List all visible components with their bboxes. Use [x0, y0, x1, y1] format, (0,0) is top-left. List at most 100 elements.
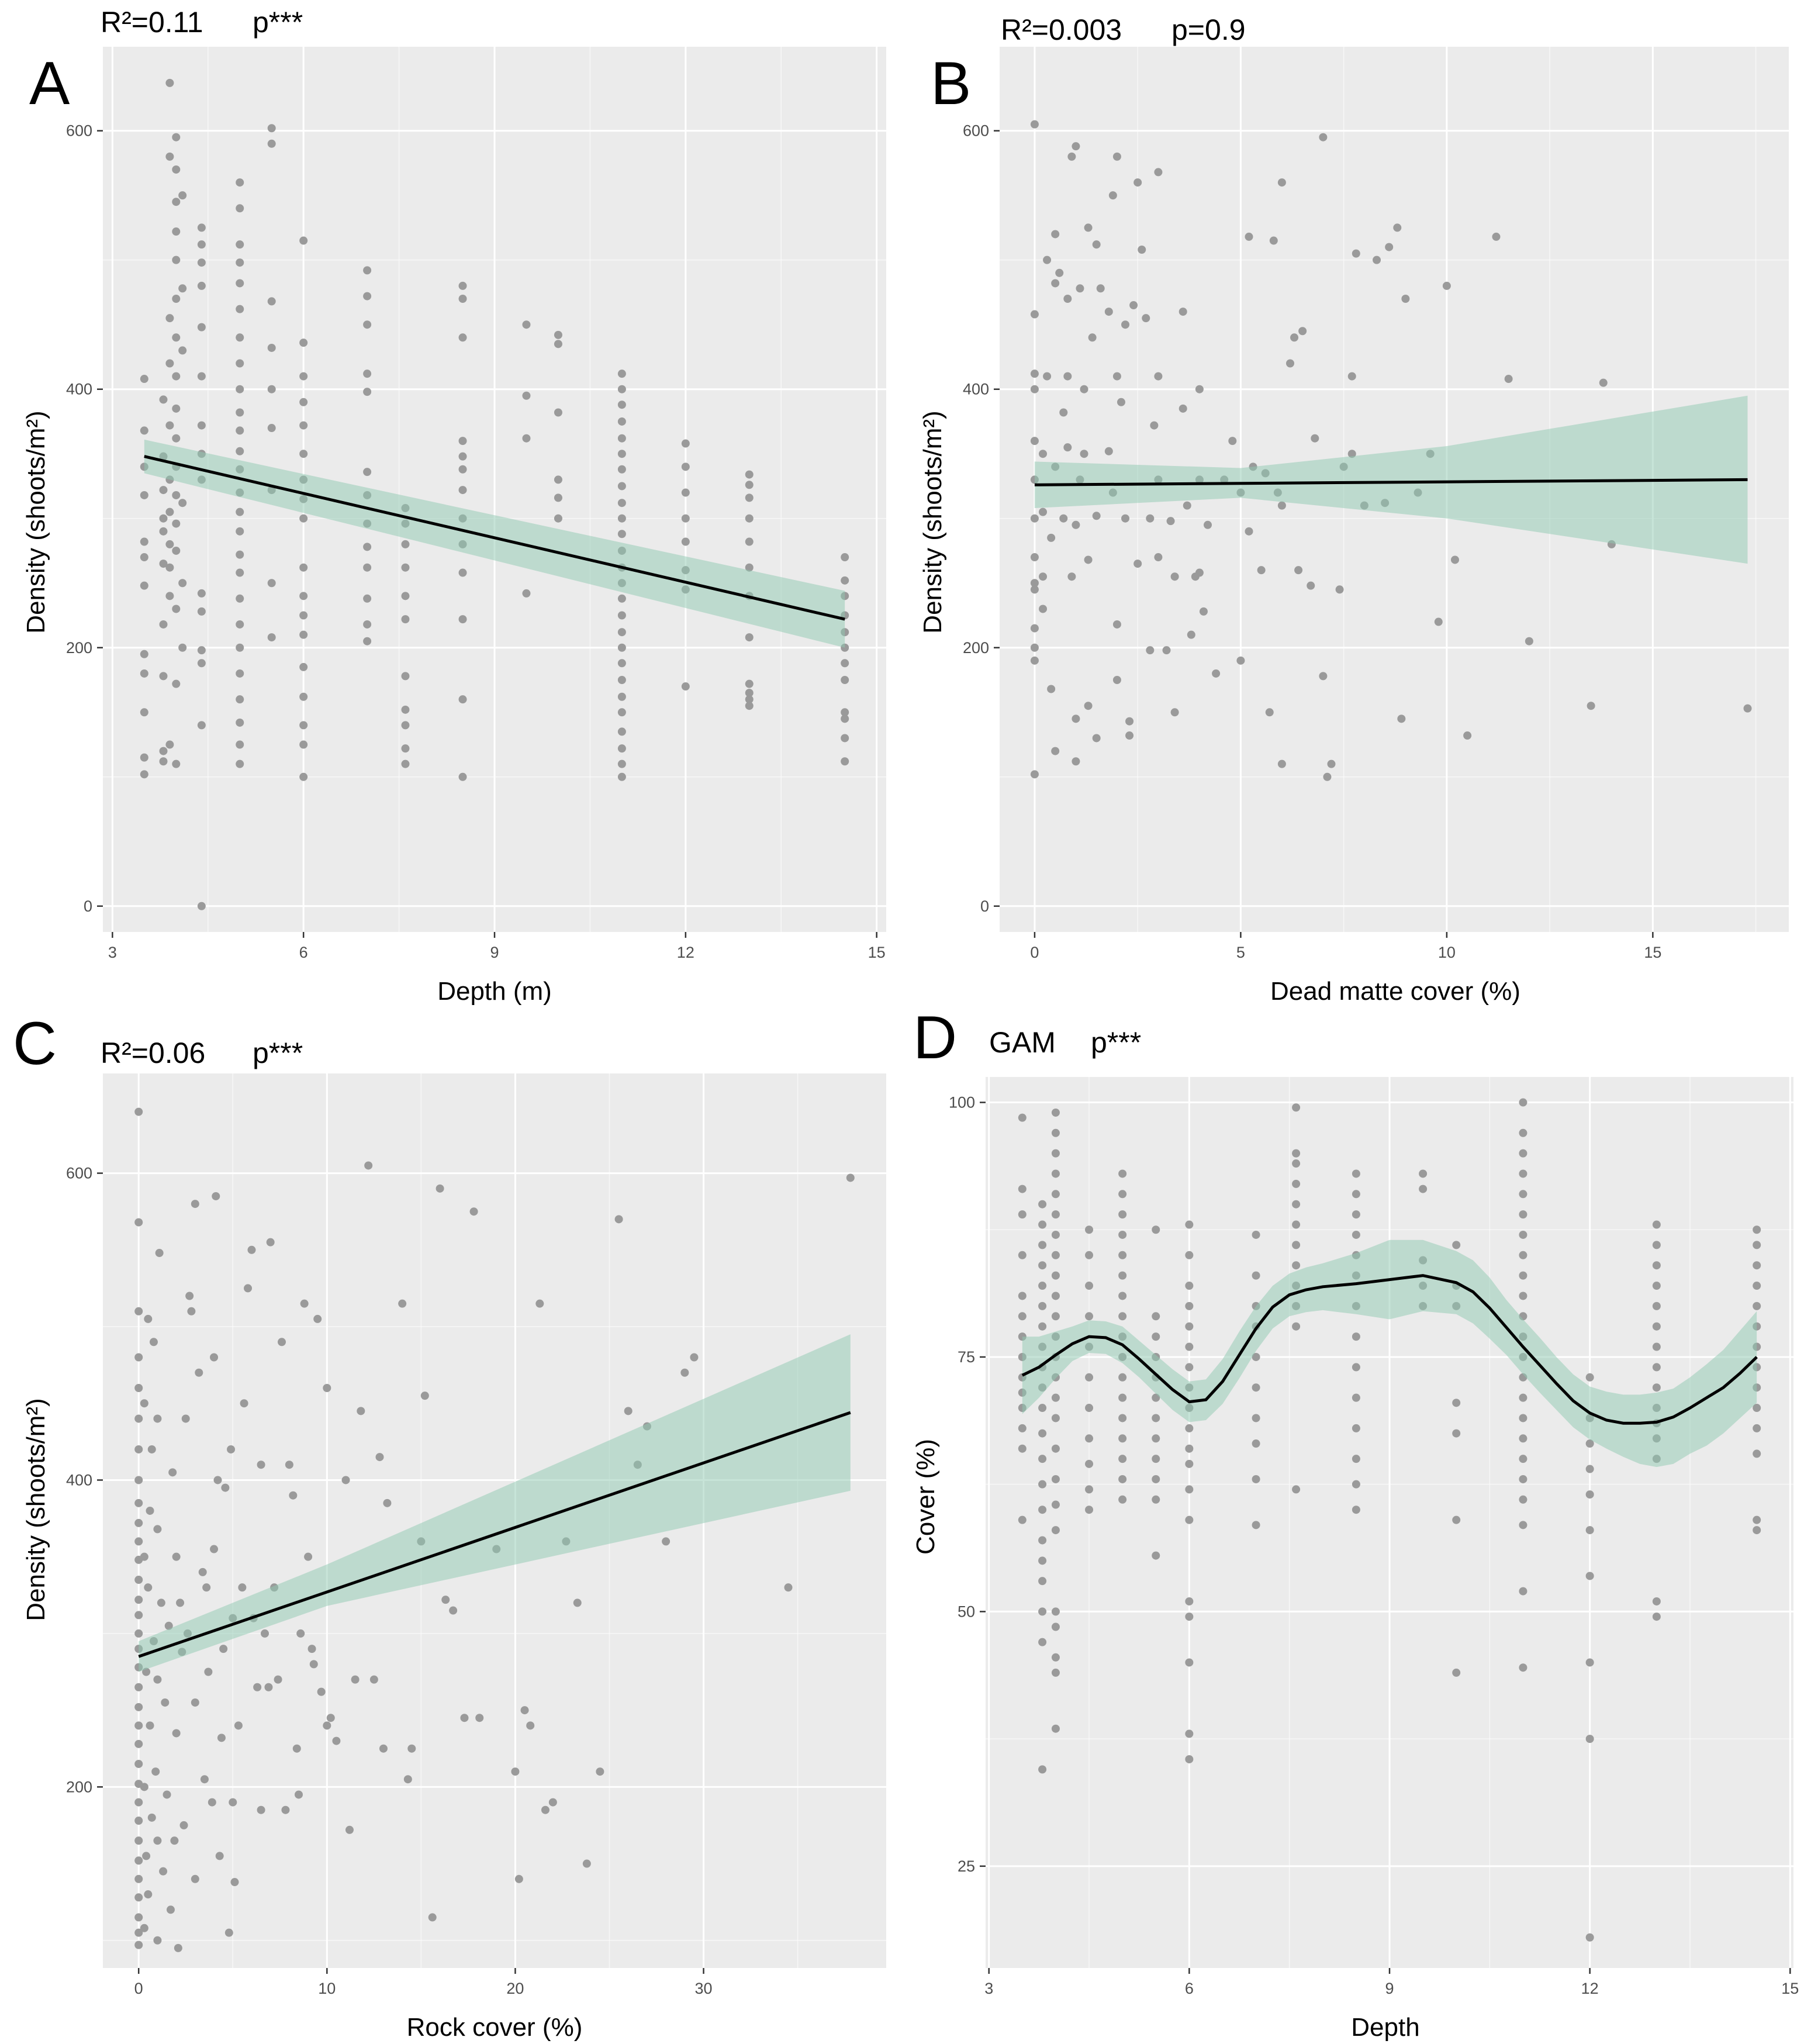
panel-b-data-point [1257, 566, 1266, 575]
panel-d-data-point [1352, 1210, 1360, 1219]
panel-a-data-point [681, 682, 690, 691]
panel-a-data-point [159, 486, 168, 495]
panel-a-data-point [401, 563, 410, 572]
panel-a-data-point [401, 540, 410, 548]
panel-a-data-point [401, 672, 410, 681]
panel-a-data-point [140, 753, 148, 762]
panel-b-data-point [1463, 731, 1472, 740]
panel-c-data-point [172, 1552, 181, 1561]
panel-d-data-point [1519, 1098, 1527, 1107]
panel-b-ytick-label: 400 [963, 381, 989, 398]
panel-d-data-point [1585, 1526, 1594, 1535]
panel-b-data-point [1030, 514, 1039, 523]
panel-b-data-point [1104, 308, 1113, 316]
panel-d-data-point [1118, 1210, 1127, 1219]
panel-b-data-point [1265, 708, 1274, 717]
panel-b-data-point [1285, 359, 1294, 368]
panel-c-p: p*** [253, 1037, 303, 1069]
panel-a-data-point [363, 266, 372, 275]
panel-d-data-point [1152, 1312, 1160, 1321]
panel-d-data-point [1519, 1495, 1527, 1504]
panel-b-data-point [1179, 308, 1187, 316]
panel-c-data-point [168, 1468, 177, 1477]
panel-d-data-point [1038, 1301, 1047, 1310]
panel-a-data-point [363, 620, 372, 629]
panel-b-data-point [1067, 152, 1076, 161]
panel-c-data-point [140, 1783, 148, 1791]
panel-a-data-point [236, 550, 244, 559]
panel-a-data-point [681, 514, 690, 523]
panel-a-data-point [617, 417, 626, 426]
panel-a-data-point [617, 434, 626, 443]
panel-b-data-point [1112, 152, 1121, 161]
panel-b-data-point [1096, 284, 1105, 293]
panel-c-data-point [332, 1736, 341, 1745]
panel-a-data-point [745, 493, 754, 502]
panel-d-data-point [1051, 1444, 1060, 1453]
panel-d-data-point [1753, 1301, 1761, 1310]
panel-a-data-point [617, 611, 626, 620]
panel-b-data-point [1112, 372, 1121, 381]
panel-a-data-point [172, 759, 181, 768]
panel-a-ytick-label: 0 [84, 897, 92, 915]
panel-c-data-point [317, 1687, 326, 1696]
panel-a-data-point [681, 439, 690, 448]
panel-c-data-point [289, 1491, 298, 1500]
panel-b-data-point [1030, 370, 1039, 378]
panel-a-data-point [236, 669, 244, 678]
panel-d-data-point [1292, 1179, 1301, 1188]
panel-b-data-point [1743, 704, 1752, 713]
panel-a-data-point [172, 404, 181, 413]
panel-d-data-point [1652, 1613, 1661, 1621]
panel-a-data-point [236, 305, 244, 313]
panel-b-data-point [1112, 620, 1121, 629]
panel-d-data-point [1185, 1459, 1194, 1468]
panel-a-data-point [745, 470, 754, 479]
panel-d-data-point [1652, 1220, 1661, 1229]
panel-b-data-point [1063, 443, 1072, 452]
panel-a-data-point [458, 568, 467, 577]
panel-c-data-point [274, 1675, 282, 1684]
panel-c-r2: R²=0.06 [101, 1037, 205, 1069]
panel-d-data-point [1352, 1190, 1360, 1199]
panel-a-data-point [617, 744, 626, 753]
panel-c-data-point [153, 1675, 162, 1684]
panel-a-data-point [522, 434, 531, 443]
panel-b-data-point [1245, 232, 1253, 241]
panel-c-data-point [210, 1545, 219, 1553]
panel-d-data-point [1519, 1169, 1527, 1178]
panel-c-data-point [176, 1598, 185, 1607]
panel-d-data-point [1118, 1455, 1127, 1463]
panel-d-data-point [1018, 1113, 1027, 1122]
panel-c-data-point [146, 1506, 154, 1515]
panel-d-data-point [1051, 1724, 1060, 1733]
panel-a-data-point [841, 714, 849, 723]
panel-a-data-point [458, 615, 467, 624]
panel-c-data-point [511, 1767, 520, 1776]
panel-c-ylabel: Density (shoots/m²) [22, 1398, 50, 1621]
panel-c-data-point [153, 1525, 162, 1534]
panel-a-xtick-label: 3 [108, 944, 117, 961]
panel-d-data-point [1038, 1480, 1047, 1489]
panel-a-data-point [140, 581, 148, 590]
panel-b-data-point [1067, 572, 1076, 581]
panel-d-data-point [1185, 1597, 1194, 1605]
panel-d-data-point [1051, 1128, 1060, 1137]
panel-a-data-point [236, 620, 244, 629]
panel-c-xtick-label: 10 [318, 1980, 336, 1997]
panel-a-data-point [401, 721, 410, 730]
panel-d-data-point [1118, 1169, 1127, 1178]
panel-c-data-point [134, 1703, 143, 1711]
panel-b-data-point [1245, 527, 1253, 536]
panel-a-data-point [363, 370, 372, 378]
panel-c-xtick-label: 30 [695, 1980, 713, 1997]
panel-d-data-point [1051, 1169, 1060, 1178]
panel-b-data-point [1043, 372, 1052, 381]
panel-a-data-point [197, 421, 206, 430]
panel-a-data-point [363, 594, 372, 603]
panel-b-points [1030, 120, 1752, 781]
panel-a-data-point [236, 333, 244, 342]
panel-a-data-point [554, 493, 562, 502]
panel-d-data-point [1753, 1526, 1761, 1535]
panel-d-data-point [1753, 1241, 1761, 1249]
